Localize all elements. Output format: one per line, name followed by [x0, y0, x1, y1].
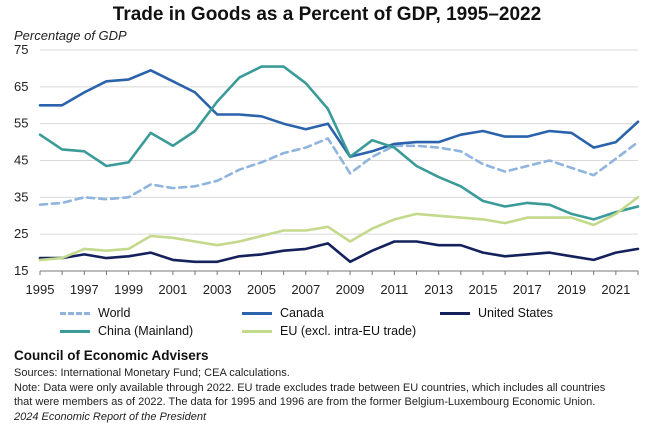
x-tick-label: 2013	[424, 282, 453, 297]
organization-name: Council of Economic Advisers	[14, 348, 209, 363]
legend-item: Canada	[242, 306, 324, 320]
x-tick-label: 1999	[114, 282, 143, 297]
legend-swatch	[242, 329, 272, 333]
series-line-eu-excl-intra-eu-trade	[38, 196, 640, 262]
series-line-united-states	[38, 240, 640, 264]
x-tick-label: 2005	[247, 282, 276, 297]
legend-label: Canada	[280, 306, 324, 320]
legend-item: United States	[440, 306, 553, 320]
sources-text: Sources: International Monetary Fund; CE…	[14, 367, 290, 379]
chart-title: Trade in Goods as a Percent of GDP, 1995…	[112, 4, 542, 25]
series-line-canada	[38, 69, 640, 159]
y-axis-label: Percentage of GDP	[14, 28, 127, 43]
x-tick-label: 2009	[336, 282, 365, 297]
y-tick-label: 35	[14, 189, 28, 204]
series-line-china-mainland	[38, 65, 640, 221]
legend-item: World	[60, 306, 130, 320]
x-tick-label: 2017	[513, 282, 542, 297]
x-tick-label: 2021	[601, 282, 630, 297]
legend-swatch	[242, 311, 272, 315]
note-line-1: Note: Data were only available through 2…	[14, 381, 606, 394]
legend-label: United States	[478, 306, 554, 320]
x-tick-label: 2015	[469, 282, 498, 297]
x-tick-label: 2003	[203, 282, 232, 297]
x-tick-label: 2007	[291, 282, 320, 297]
y-tick-label: 55	[14, 116, 28, 131]
y-tick-label: 25	[14, 226, 28, 241]
legend-swatch	[60, 329, 90, 333]
series-line-world	[38, 137, 640, 206]
x-tick-label: 2011	[380, 282, 408, 297]
legend-swatch	[60, 311, 90, 315]
legend-label: World	[98, 306, 131, 320]
chart-notes: Sources: International Monetary Fund; CE…	[14, 366, 648, 424]
report-credit: 2024 Economic Report of the President	[14, 410, 207, 423]
x-tick-label: 1997	[70, 282, 99, 297]
note-line-2: that were members as of 2022. The data f…	[14, 396, 596, 408]
legend-item: China (Mainland)	[60, 324, 193, 338]
x-tick-label: 1995	[26, 282, 55, 297]
legend-swatch	[440, 311, 470, 315]
x-tick-label: 2001	[158, 282, 187, 297]
legend-label: China (Mainland)	[98, 324, 194, 338]
legend-item: EU (excl. intra-EU trade)	[242, 324, 416, 338]
y-tick-label: 65	[14, 79, 28, 94]
legend-label: EU (excl. intra-EU trade)	[280, 324, 417, 338]
x-tick-label: 2019	[557, 282, 586, 297]
y-tick-label: 75	[14, 42, 28, 57]
y-tick-label: 45	[14, 153, 28, 168]
y-tick-label: 15	[14, 263, 28, 278]
